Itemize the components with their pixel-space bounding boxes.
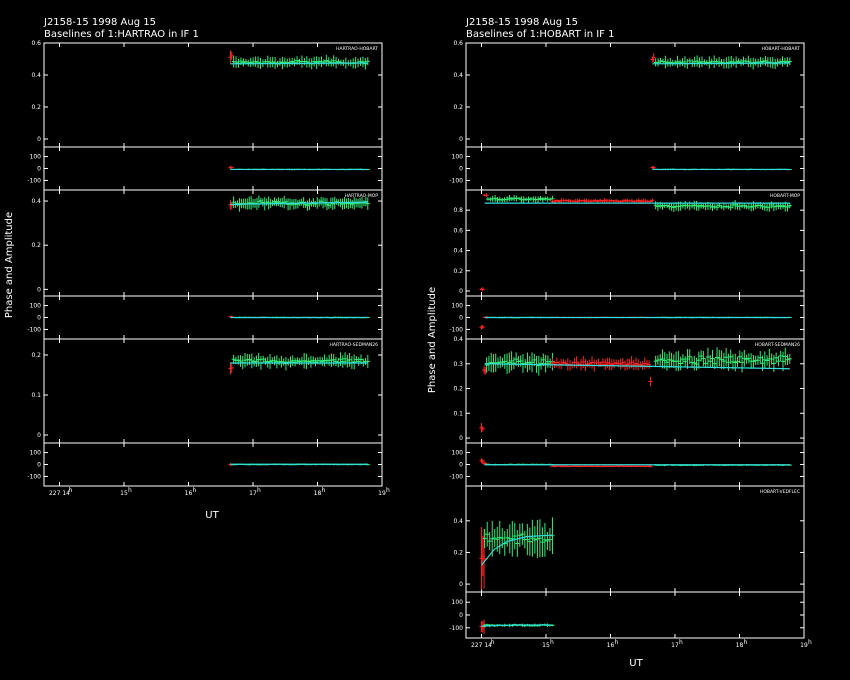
amp-model-line: [230, 62, 368, 65]
amp-model-line: [652, 62, 790, 65]
amp-tick-label: 0.3: [453, 361, 463, 368]
amp-tick-label: 0.2: [453, 104, 463, 111]
phase-tick-label: 100: [452, 450, 464, 457]
x-tick-label: 16: [185, 490, 193, 497]
x-tick-label: 18: [314, 490, 322, 497]
amp-tick-label: 0.4: [453, 72, 463, 79]
phase-tick-label: 0: [459, 315, 463, 322]
phase-tick-label: 100: [452, 154, 464, 161]
phase-tick-label: -100: [449, 473, 463, 480]
amp-tick-label: 0.6: [453, 40, 463, 47]
right-figure-panel: J2158-15 1998 Aug 15 Baselines of 1:HOBA…: [427, 17, 812, 669]
baseline-label: HARTRAO-HOBART: [336, 46, 378, 52]
left-subtitle: Baselines of 1:HARTRAO in IF 1: [44, 29, 199, 40]
amp-tick-label: 0.4: [453, 336, 463, 343]
amp-tick-label: 0: [459, 581, 463, 588]
amp-tick-label: 0: [37, 136, 41, 143]
x-tick-hour-mark: h: [68, 487, 72, 494]
x-tick-hour-mark: h: [386, 487, 390, 494]
right-title: J2158-15 1998 Aug 15: [465, 17, 578, 28]
phase-tick-label: 100: [30, 154, 42, 161]
amp-tick-label: 0.2: [453, 268, 463, 275]
amp-model-line: [484, 363, 790, 370]
x-tick-label: 15: [542, 642, 550, 649]
phase-tick-label: 100: [452, 599, 464, 606]
amp-tick-label: 0.4: [31, 72, 41, 79]
phase-tick-label: 100: [452, 303, 464, 310]
phase-tick-label: 100: [30, 303, 42, 310]
amp-tick-label: 0: [37, 432, 41, 439]
x-tick-label: 18: [736, 642, 744, 649]
x-tick-hour-mark: h: [614, 639, 618, 646]
x-tick-hour-mark: h: [257, 487, 261, 494]
right-y-axis-label: Phase and Amplitude: [427, 287, 438, 393]
left-figure-panel: J2158-15 1998 Aug 15 Baselines of 1:HART…: [4, 17, 390, 521]
phase-tick-label: 0: [459, 166, 463, 173]
x-tick-label: 19: [378, 490, 386, 497]
phase-tick-label: 0: [459, 612, 463, 619]
amp-tick-label: 0.1: [453, 410, 463, 417]
left-x-axis-label: UT: [205, 510, 219, 521]
x-tick-label: 227 14: [49, 490, 70, 497]
amp-tick-label: 0: [459, 435, 463, 442]
baseline-label: HOBART-HOBART: [762, 46, 801, 52]
phase-tick-label: -100: [27, 473, 41, 480]
phase-tick-label: 0: [37, 315, 41, 322]
x-tick-hour-mark: h: [490, 639, 494, 646]
amp-tick-label: 0.2: [31, 104, 41, 111]
amp-model-line: [230, 201, 368, 205]
amp-tick-label: 0: [37, 286, 41, 293]
x-tick-hour-mark: h: [550, 639, 554, 646]
baseline-label: HARTRAO-MOP: [345, 193, 379, 199]
x-tick-label: 17: [671, 642, 679, 649]
x-tick-hour-mark: h: [679, 639, 683, 646]
amp-tick-label: 0: [459, 288, 463, 295]
amp-tick-label: 0.8: [453, 207, 463, 214]
amp-tick-label: 0.4: [31, 198, 41, 205]
amp-tick-label: 0.6: [453, 227, 463, 234]
phase-tick-label: 0: [37, 462, 41, 469]
amp-tick-label: 0.2: [453, 549, 463, 556]
baseline-label: HOBART-SEDMAN26: [755, 342, 800, 348]
phase-tick-label: -100: [449, 625, 463, 632]
x-tick-label: 17: [249, 490, 257, 497]
phase-tick-label: -100: [449, 326, 463, 333]
right-x-axis-label: UT: [629, 658, 643, 669]
left-y-axis-label: Phase and Amplitude: [4, 212, 15, 318]
amp-tick-label: 0.2: [453, 386, 463, 393]
x-tick-hour-mark: h: [808, 639, 812, 646]
amp-tick-label: 0.6: [31, 40, 41, 47]
baseline-label: HOBART-VEDFLEC: [760, 489, 800, 495]
x-tick-label: 16: [607, 642, 615, 649]
amp-tick-label: 0: [459, 136, 463, 143]
phase-tick-label: 0: [37, 166, 41, 173]
phase-tick-label: -100: [449, 177, 463, 184]
phase-tick-label: -100: [27, 177, 41, 184]
x-tick-hour-mark: h: [192, 487, 196, 494]
amp-model-line: [481, 534, 553, 566]
phase-tick-label: -100: [27, 326, 41, 333]
phase-tick-label: 100: [30, 450, 42, 457]
amp-tick-label: 0.2: [31, 352, 41, 359]
amp-tick-label: 0.4: [453, 518, 463, 525]
x-tick-hour-mark: h: [743, 639, 747, 646]
baseline-label: HOBART-MOP: [770, 193, 800, 199]
amp-tick-label: 0.1: [31, 392, 41, 399]
x-tick-label: 19: [800, 642, 808, 649]
x-tick-hour-mark: h: [321, 487, 325, 494]
baseline-label: HARTRAO-SEDMAN26: [330, 342, 379, 348]
x-tick-hour-mark: h: [128, 487, 132, 494]
right-subtitle: Baselines of 1:HOBART in IF 1: [466, 29, 614, 40]
x-tick-label: 15: [120, 490, 128, 497]
x-tick-label: 227 14: [471, 642, 492, 649]
phase-model-line: [481, 624, 553, 627]
left-title: J2158-15 1998 Aug 15: [43, 17, 156, 28]
amp-tick-label: 0.4: [453, 248, 463, 255]
phase-tick-label: 0: [459, 462, 463, 469]
amp-tick-label: 0.2: [31, 242, 41, 249]
